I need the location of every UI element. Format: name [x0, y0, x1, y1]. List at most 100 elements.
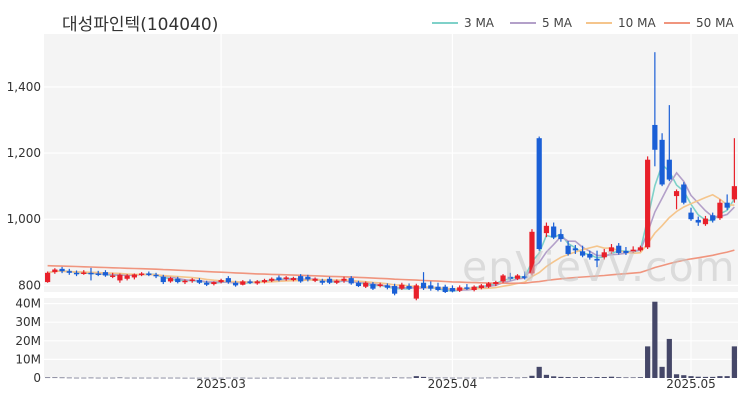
volume-bar: [45, 377, 51, 379]
volume-bar: [66, 377, 72, 379]
volume-bar: [435, 377, 441, 379]
volume-bar: [88, 377, 94, 379]
candle-up: [290, 278, 297, 281]
volume-bar: [710, 376, 716, 378]
price-panel-bg: [44, 34, 738, 292]
price-tick-label: 800: [18, 278, 41, 292]
volume-bar: [124, 377, 130, 379]
candle-up: [211, 282, 217, 285]
candle-up: [45, 272, 51, 283]
volume-bar: [240, 377, 246, 379]
candle-down: [160, 276, 166, 283]
legend-label-5ma: 5 MA: [542, 16, 573, 30]
volume-bar: [485, 377, 492, 379]
volume-bar: [659, 366, 665, 378]
volume-bar: [131, 377, 137, 379]
candle-up: [500, 275, 506, 282]
volume-bar: [348, 377, 354, 379]
candle-down: [428, 285, 434, 289]
volume-bar: [616, 377, 622, 378]
volume-bar: [514, 377, 521, 379]
grid-lines: [44, 34, 738, 379]
volume-bar: [370, 377, 376, 379]
volume-bar: [478, 377, 484, 379]
volume-bar: [52, 377, 58, 379]
volume-bar: [500, 377, 506, 379]
candle-up: [478, 285, 484, 289]
volume-bar: [579, 377, 586, 378]
volume-bar: [724, 376, 730, 378]
legend-item-50ma: 50 MA: [664, 16, 734, 30]
legend-item-10ma: 10 MA: [586, 16, 656, 30]
volume-bar: [167, 377, 174, 379]
volume-bar: [182, 377, 188, 379]
volume-bar: [392, 377, 398, 379]
candle-up: [341, 278, 347, 281]
candle-down: [579, 251, 586, 256]
volume-tick-label: 20M: [15, 334, 41, 348]
candle-up: [312, 278, 318, 281]
candle-down: [95, 273, 101, 275]
candle-down: [551, 226, 557, 238]
volume-bar: [471, 377, 477, 379]
candle-up: [363, 282, 369, 287]
candle-down: [102, 272, 109, 276]
price-tick-label: 1,400: [7, 80, 41, 94]
candle-down: [442, 286, 448, 292]
candle-down: [153, 274, 159, 277]
legend-item-5ma: 5 MA: [510, 16, 572, 30]
candle-down: [73, 272, 80, 275]
candle-up: [630, 249, 636, 252]
volume-bar: [232, 377, 239, 379]
date-tick-label: 2025.03: [196, 377, 246, 391]
legend-swatch-50ma: [664, 22, 690, 24]
volume-bar: [442, 377, 448, 379]
volume-bar: [717, 376, 723, 378]
volume-bar: [110, 377, 116, 379]
candle-down: [298, 276, 304, 282]
volume-bar: [95, 377, 101, 379]
legend-label-3ma: 3 MA: [464, 16, 495, 30]
volume-bar: [218, 377, 224, 379]
volume-bar: [319, 377, 325, 379]
volume-bar: [283, 377, 289, 379]
volume-bar: [413, 376, 419, 378]
volume-bar: [702, 376, 709, 378]
candle-up: [334, 280, 340, 283]
legend-swatch-5ma: [510, 22, 536, 24]
candle-down: [348, 278, 354, 284]
volume-bar: [594, 377, 600, 378]
candle-down: [666, 159, 672, 180]
legend-label-50ma: 50 MA: [696, 16, 734, 30]
volume-bar: [507, 377, 513, 379]
candle-down: [88, 272, 94, 275]
candle-down: [59, 268, 65, 272]
volume-bar: [645, 346, 651, 378]
candle-down: [66, 271, 72, 273]
volume-bar: [587, 377, 593, 378]
candle-up: [167, 278, 174, 282]
volume-bar: [204, 377, 210, 379]
candle-down: [370, 284, 376, 289]
candle-down: [594, 258, 600, 261]
candle-up: [702, 218, 709, 225]
legend-swatch-10ma: [586, 22, 612, 24]
volume-bar: [189, 377, 195, 379]
volume-bar: [695, 376, 701, 378]
volume-bar: [630, 377, 636, 379]
legend-label-10ma: 10 MA: [618, 16, 656, 30]
volume-bar: [247, 377, 253, 379]
volume-bar: [73, 377, 80, 379]
candle-up: [543, 225, 550, 234]
volume-bar: [138, 377, 145, 379]
volume-bar: [363, 377, 369, 379]
volume-bar: [688, 376, 694, 378]
volume-bar: [543, 374, 550, 378]
candle-up: [457, 287, 463, 291]
volume-bar: [637, 377, 644, 378]
axis-labels: 800 1,000 1,200 1,400 0 10M 20M 30M 40M 2025.03 20…: [7, 80, 716, 391]
candle-up: [673, 191, 680, 197]
date-tick-label: 2025.04: [428, 377, 478, 391]
candle-up: [601, 252, 607, 258]
